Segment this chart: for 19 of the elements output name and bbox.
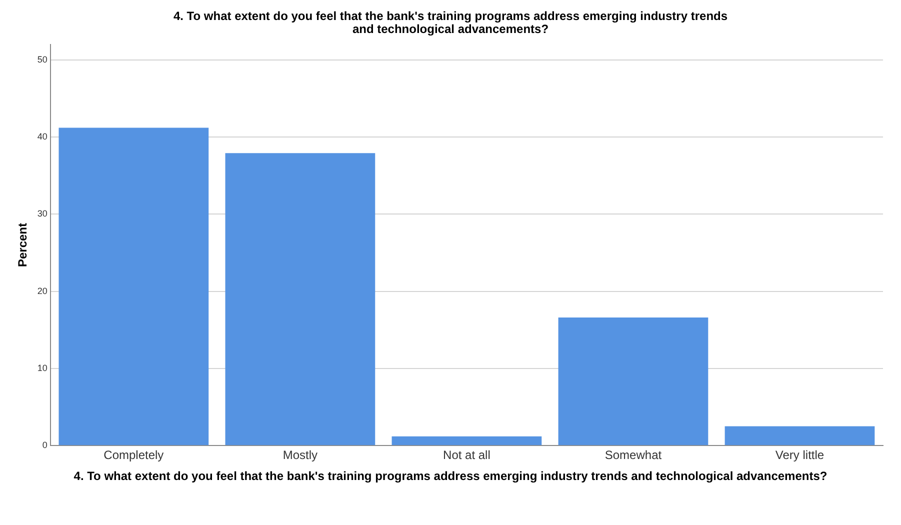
x-tick-label: Very little <box>775 448 824 462</box>
chart-title: 4. To what extent do you feel that the bank's training programs address emerging industry trends and technological advancements? <box>172 8 729 36</box>
y-tick-label: 20 <box>37 286 48 296</box>
bar <box>558 318 708 446</box>
y-tick-label: 10 <box>37 362 48 373</box>
x-axis-title: 4. To what extent do you feel that the bank's training programs address emerging industry trends and technological advancements? <box>72 469 828 483</box>
bar <box>724 426 875 446</box>
bar <box>392 436 542 446</box>
x-tick-label: Mostly <box>282 448 318 462</box>
x-tick-label: Somewhat <box>604 448 662 462</box>
bar <box>58 128 209 446</box>
x-tick-label: Completely <box>104 448 164 462</box>
y-tick-label: 40 <box>37 131 48 142</box>
y-axis-title: Percent <box>16 222 30 268</box>
y-tick-label: 0 <box>42 440 48 450</box>
x-tick-label: Not at all <box>443 448 490 462</box>
bar <box>225 153 376 446</box>
y-tick-label: 50 <box>37 54 48 64</box>
y-tick-label: 30 <box>37 208 48 219</box>
